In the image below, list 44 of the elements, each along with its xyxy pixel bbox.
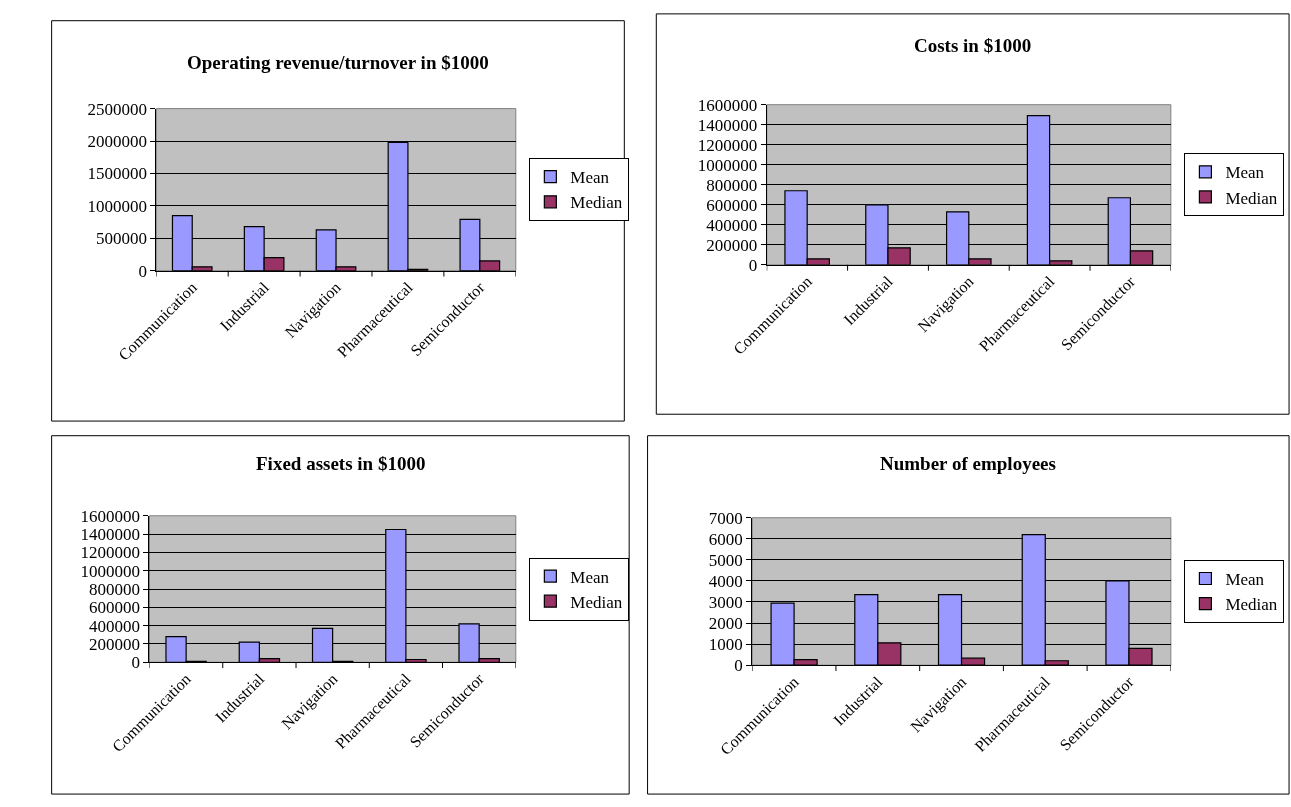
y-tick-label: 1000000 (697, 155, 758, 175)
y-tick-label: 500000 (95, 229, 147, 249)
legend-label: Median (570, 193, 623, 213)
y-tick-label: 0 (131, 653, 141, 673)
y-tick-label: 2000000 (87, 131, 147, 151)
y-tick-label: 1000000 (80, 561, 141, 581)
y-tick-label: 400000 (89, 616, 141, 636)
y-tick-label: 1000 (708, 635, 743, 655)
chart-title: Operating revenue/turnover in $1000 (187, 52, 489, 73)
y-tick-label: 1400000 (80, 525, 141, 545)
y-tick-label: 1400000 (697, 115, 758, 135)
chart-title: Costs in $1000 (914, 35, 1032, 56)
legend-label: Median (1225, 188, 1278, 208)
legend-label: Median (570, 592, 623, 612)
y-tick-label: 1200000 (80, 543, 141, 563)
chart-title: Fixed assets in $1000 (256, 453, 426, 474)
y-tick-label: 2500000 (87, 99, 147, 119)
y-tick-label: 200000 (706, 235, 758, 255)
y-tick-label: 600000 (706, 195, 758, 215)
y-tick-label: 400000 (706, 215, 758, 235)
y-tick-label: 1600000 (697, 95, 758, 115)
y-tick-label: 800000 (706, 175, 758, 195)
y-tick-label: 200000 (89, 634, 141, 654)
y-tick-label: 2000 (708, 614, 743, 633)
y-tick-label: 0 (138, 261, 147, 281)
y-tick-label: 1600000 (80, 506, 141, 526)
y-tick-label: 600000 (89, 598, 141, 618)
y-tick-label: 800000 (89, 579, 141, 599)
y-tick-label: 3000 (708, 592, 743, 612)
y-tick-label: 0 (748, 255, 758, 275)
legend-label: Median (1225, 595, 1278, 615)
y-tick-label: 1200000 (697, 135, 758, 155)
legend-label: Mean (1225, 570, 1265, 590)
chart-title: Number of employees (880, 453, 1056, 474)
y-tick-label: 1000000 (87, 196, 147, 216)
legend-label: Mean (1225, 163, 1265, 183)
y-tick-label: 6000 (708, 529, 743, 549)
y-tick-label: 7000 (708, 508, 743, 528)
y-tick-label: 4000 (708, 571, 743, 591)
legend-label: Mean (570, 567, 610, 587)
legend-label: Mean (570, 168, 610, 188)
y-tick-label: 5000 (708, 550, 743, 570)
y-tick-label: 1500000 (87, 164, 147, 184)
y-tick-label: 0 (734, 656, 743, 676)
